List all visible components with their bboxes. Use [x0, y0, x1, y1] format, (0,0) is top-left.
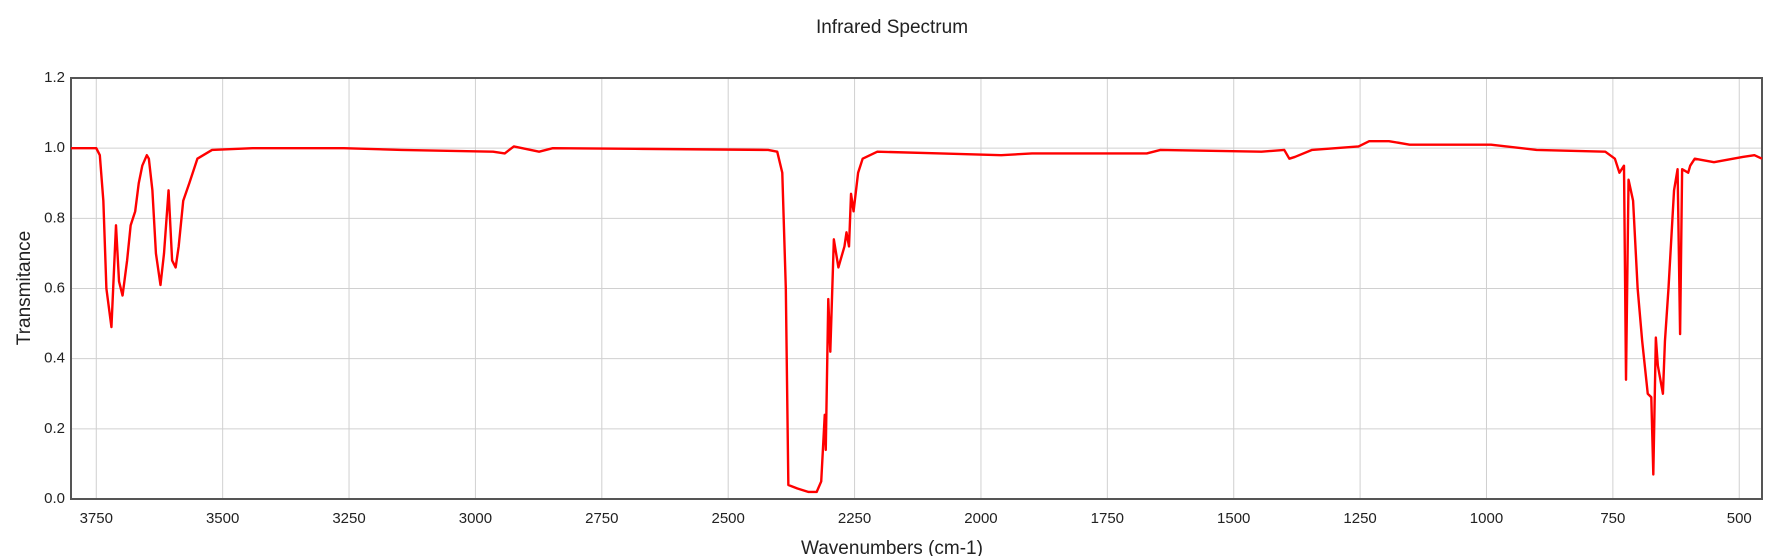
x-tick-label: 3750 [80, 510, 113, 527]
x-tick-label: 3500 [206, 510, 239, 527]
x-tick-label: 3000 [459, 510, 492, 527]
x-tick-label: 2750 [585, 510, 618, 527]
y-tick-label: 0.8 [44, 209, 65, 226]
y-tick-label: 1.2 [44, 69, 65, 86]
x-tick-label: 3250 [332, 510, 365, 527]
x-axis-label: Wavenumbers (cm-1) [801, 538, 983, 556]
x-tick-label: 1250 [1343, 510, 1376, 527]
y-tick-label: 0.4 [44, 350, 65, 367]
y-axis-label: Transmitance [14, 231, 35, 345]
x-tick-label: 1750 [1091, 510, 1124, 527]
chart-title: Infrared Spectrum [816, 17, 968, 38]
x-tick-label: 2000 [964, 510, 997, 527]
x-tick-label: 750 [1600, 510, 1625, 527]
y-tick-label: 1.0 [44, 139, 65, 156]
y-tick-label: 0.2 [44, 420, 65, 437]
spectrum-line [71, 139, 1763, 494]
x-tick-label: 2250 [838, 510, 871, 527]
x-tick-label: 500 [1727, 510, 1752, 527]
x-tick-label: 1000 [1470, 510, 1503, 527]
x-tick-label: 1500 [1217, 510, 1250, 527]
x-tick-label: 2500 [712, 510, 745, 527]
y-tick-label: 0.6 [44, 279, 65, 296]
plot-frame [70, 77, 1763, 500]
y-tick-label: 0.0 [44, 490, 65, 507]
